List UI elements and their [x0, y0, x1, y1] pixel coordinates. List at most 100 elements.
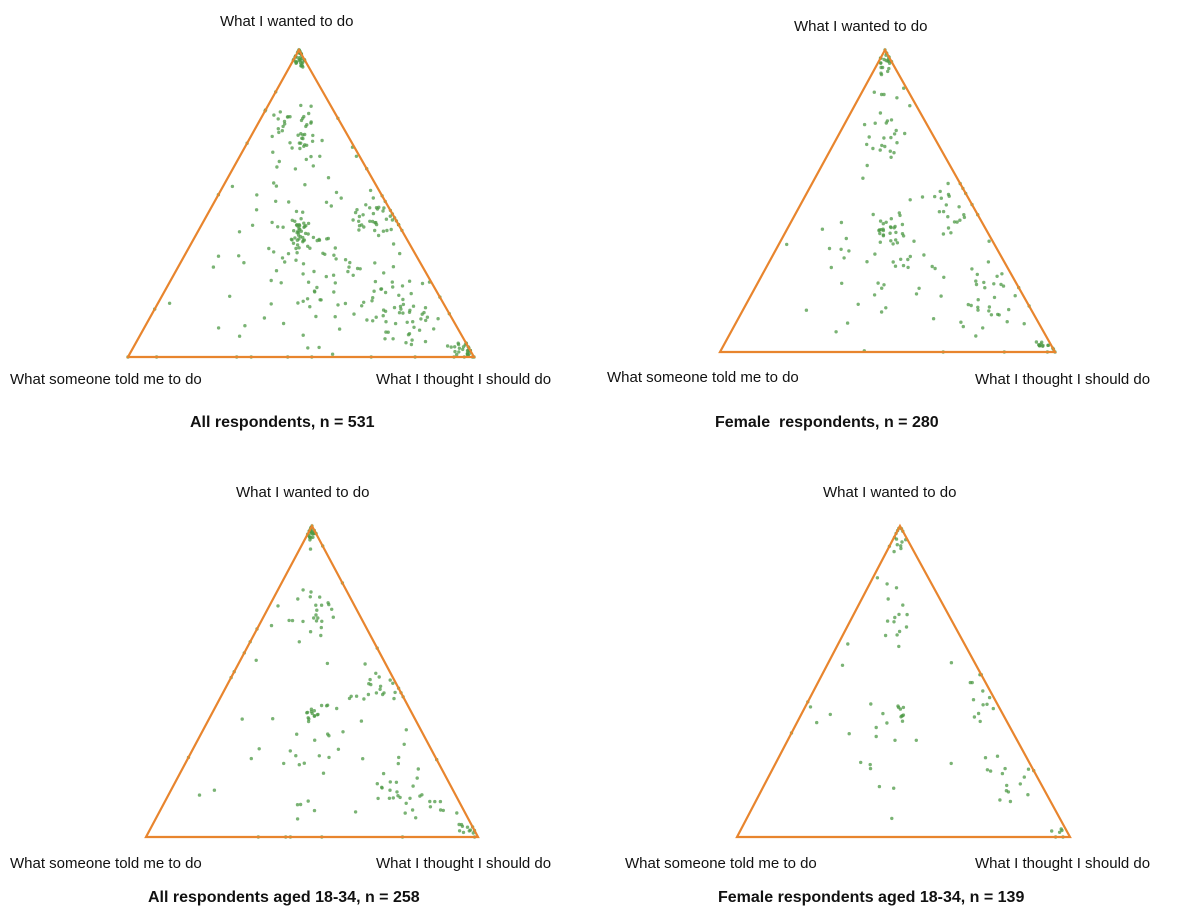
data-point-scattered — [897, 211, 901, 215]
data-point-lower-right-band — [391, 265, 396, 269]
vertex-label-right: What I thought I should do — [975, 855, 1151, 872]
data-point-lower-right-band — [976, 298, 980, 302]
data-point-should-vertex — [1050, 829, 1054, 833]
data-point-lower-right-band — [412, 325, 416, 329]
data-point-center — [290, 218, 294, 222]
data-point-center — [306, 232, 310, 236]
data-point-right-edge-mid — [946, 181, 950, 186]
data-point-wanted-should-edge-upper — [320, 619, 324, 623]
data-point-scattered — [274, 269, 279, 273]
data-point-scattered — [301, 299, 305, 303]
data-point-wanted-vertex — [894, 537, 899, 541]
data-point-wanted-should-edge-upper — [889, 135, 893, 140]
data-point-scattered — [271, 717, 275, 721]
data-point-scattered — [276, 225, 280, 229]
data-point-lower-right-band — [373, 279, 378, 284]
data-point-lower-right-band — [969, 303, 973, 308]
data-point-center — [881, 234, 886, 238]
panel-title: Female respondents, n = 280 — [715, 414, 939, 431]
data-point-scattered — [844, 236, 848, 241]
data-point-lower-right-band — [400, 284, 405, 288]
data-point-lower-right-band — [365, 318, 369, 322]
data-point-wanted-should-edge-upper — [879, 92, 884, 97]
data-point-wanted-should-edge-upper — [320, 138, 324, 143]
data-point-scattered — [892, 786, 896, 790]
data-point-center — [896, 705, 901, 710]
data-point-wanted-should-edge-upper — [276, 117, 280, 121]
data-point-lower-right-band — [975, 272, 979, 277]
data-point-wanted-vertex — [311, 535, 315, 539]
data-point-scattered — [288, 749, 292, 753]
data-point-scattered — [861, 176, 865, 180]
data-point-right-edge-mid — [962, 213, 966, 217]
data-point-scattered — [242, 261, 246, 265]
data-point-center — [892, 226, 896, 230]
data-point-lower-right-band — [983, 756, 988, 760]
data-point-scattered — [312, 269, 316, 274]
data-point-center — [310, 711, 314, 716]
data-point-lower-right-band — [976, 308, 980, 312]
data-point-lower-right-band — [376, 796, 380, 801]
data-point-scattered — [237, 230, 242, 234]
data-point-right-edge-mid — [374, 671, 378, 675]
data-point-wanted-should-edge-upper — [895, 96, 899, 100]
data-point-right-edge-mid — [371, 211, 376, 216]
data-point-lower-right-band — [428, 805, 433, 809]
data-point-center — [315, 713, 319, 717]
data-point-scattered — [352, 312, 356, 316]
data-point-right-edge-mid — [955, 220, 959, 224]
data-point-wanted-vertex — [298, 55, 302, 60]
data-point-wanted-should-edge-upper — [309, 104, 313, 108]
data-point-lower-right-band — [417, 328, 422, 332]
data-point-scattered — [269, 623, 274, 628]
ternary-plot-female-18-34 — [735, 523, 1072, 839]
data-point-lower-right-band — [409, 291, 413, 296]
data-point-scattered — [308, 246, 312, 250]
data-point-lower-right-band — [989, 313, 994, 317]
data-point-scattered — [938, 189, 942, 194]
data-point-scattered — [808, 705, 813, 709]
data-point-right-edge-mid — [398, 251, 402, 256]
data-point-center — [281, 225, 285, 229]
data-point-right-edge-mid — [368, 677, 372, 682]
data-point-scattered — [885, 721, 889, 725]
data-point-right-edge-mid — [363, 662, 367, 666]
data-point-wanted-should-edge-upper — [276, 604, 280, 608]
panel-title: All respondents aged 18-34, n = 258 — [148, 889, 420, 906]
data-point-scattered — [272, 181, 276, 185]
data-point-scattered — [167, 301, 172, 305]
data-point-lower-right-band — [408, 308, 412, 312]
data-point-scattered — [335, 706, 339, 711]
data-point-wanted-should-edge-upper — [301, 588, 305, 592]
data-point-lower-right-band — [382, 271, 386, 275]
data-point-wanted-vertex — [879, 71, 883, 75]
data-point-wanted-should-edge-upper — [889, 155, 893, 159]
data-point-lower-right-band — [992, 282, 996, 286]
data-point-wanted-should-edge-upper — [314, 619, 319, 623]
data-point-scattered — [354, 154, 359, 158]
data-point-scattered — [327, 755, 331, 760]
data-point-right-edge-mid — [946, 192, 951, 197]
data-point-right-edge-mid — [933, 194, 937, 199]
data-point-wanted-should-edge-upper — [303, 132, 307, 137]
data-point-should-vertex — [461, 830, 466, 835]
data-point-should-vertex — [453, 345, 457, 349]
data-point-lower-right-band — [381, 314, 385, 318]
data-point-right-edge-mid — [946, 226, 951, 230]
data-point-scattered — [301, 333, 305, 337]
data-point-wanted-should-edge-upper — [298, 146, 302, 151]
data-point-scattered — [391, 285, 395, 289]
data-point-should-vertex — [471, 831, 475, 835]
data-point-should-vertex — [465, 825, 470, 829]
data-point-scattered — [267, 246, 271, 251]
data-point-right-edge-mid — [991, 706, 995, 711]
data-point-scattered — [845, 321, 850, 325]
data-point-scattered — [902, 86, 906, 90]
data-point-center — [294, 209, 299, 214]
ternary-triangle-frame — [718, 47, 1057, 354]
data-point-scattered — [306, 346, 310, 350]
data-point-lower-right-band — [419, 317, 423, 321]
data-point-scattered — [942, 275, 946, 279]
data-point-wanted-should-edge-upper — [867, 135, 871, 139]
data-point-scattered — [270, 220, 274, 225]
